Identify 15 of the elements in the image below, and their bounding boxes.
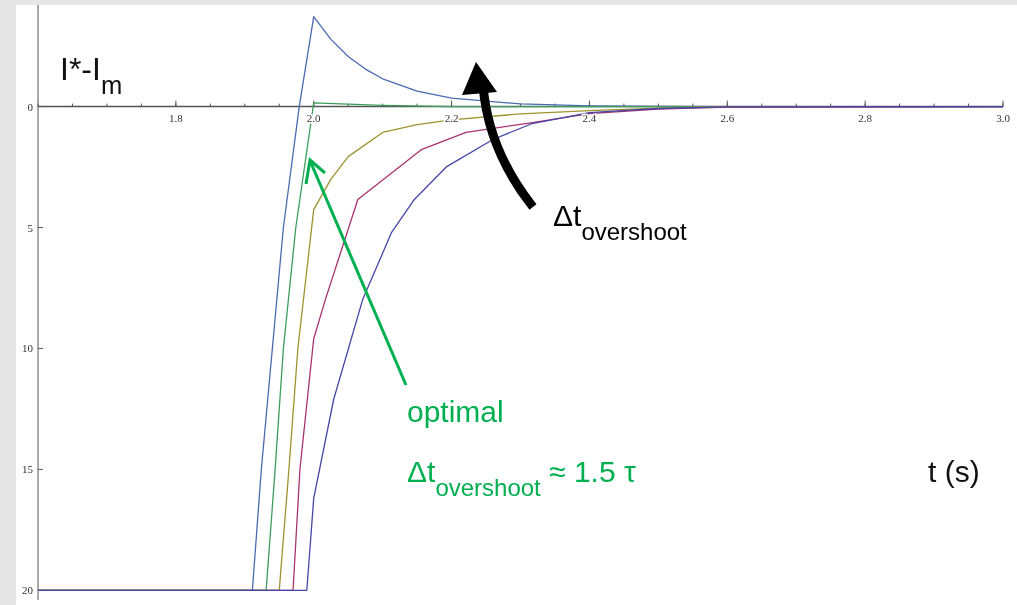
y-tick-label: 15 [22,463,34,476]
x-tick-label: 1.8 [168,111,184,124]
y-tick-label: 10 [22,342,34,355]
annotation: Δt$_{overshoot}$ ≈ 1.5 τ [407,455,636,501]
y-tick-label: 20 [22,584,34,597]
annotation: optimal [407,395,504,428]
x-tick-label: 2.8 [858,111,873,124]
x-tick-label: 2.6 [720,111,735,124]
annotation: Δt$_{overshoot}$ [553,199,688,245]
y-axis-title: I*-I$_{m}$ [60,51,123,99]
y-tick-label: 5 [27,221,34,234]
x-tick-label: 2.4 [582,111,597,124]
y-tick-label: 0 [27,100,34,113]
x-tick-label: 3.0 [996,111,1011,124]
x-axis-title: t (s) [928,455,980,488]
